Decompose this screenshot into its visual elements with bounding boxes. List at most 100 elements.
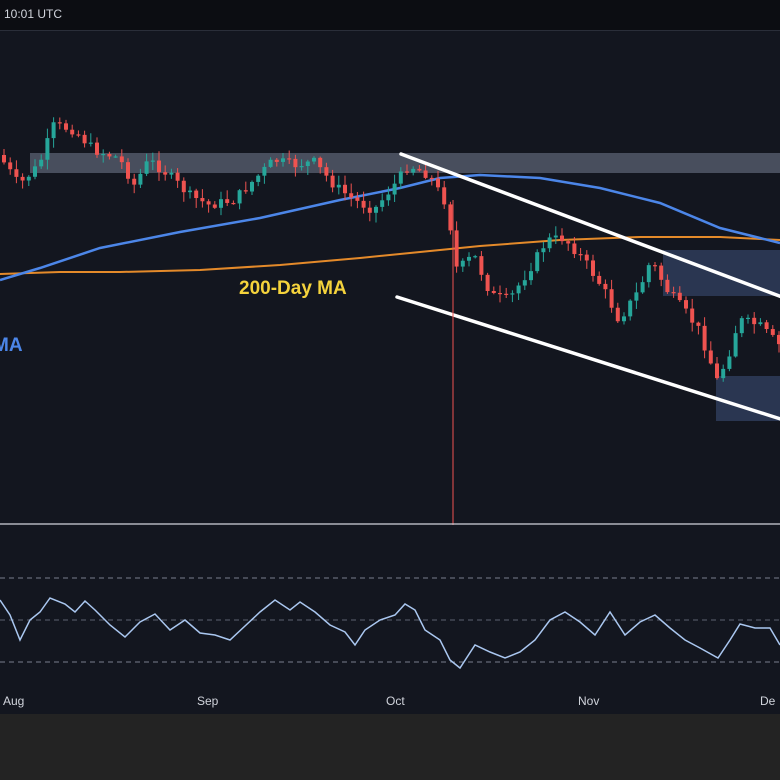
candle	[33, 159, 37, 180]
candle-body	[250, 181, 254, 192]
resistance-zone	[30, 153, 780, 173]
candle	[45, 128, 50, 170]
candle	[212, 201, 217, 210]
candle-body	[504, 293, 509, 295]
candle	[696, 321, 701, 335]
candle	[684, 296, 688, 314]
candle-body	[622, 316, 626, 322]
candle	[522, 270, 527, 290]
candle	[392, 174, 397, 203]
candle-body	[566, 241, 571, 244]
candle	[324, 162, 329, 182]
candle	[640, 276, 645, 294]
candle	[758, 318, 763, 326]
candle-body	[386, 194, 391, 201]
candle-body	[26, 176, 31, 181]
candle	[39, 154, 44, 169]
candle	[436, 170, 440, 192]
candle	[82, 130, 87, 148]
candle	[665, 274, 670, 294]
time-axis	[0, 689, 780, 714]
candle	[113, 154, 118, 158]
candle	[510, 290, 515, 303]
candle	[708, 341, 713, 365]
candle-body	[684, 300, 688, 309]
candle	[591, 254, 595, 282]
candle-body	[150, 160, 155, 162]
candle-body	[510, 293, 515, 295]
candle-body	[541, 248, 546, 253]
candle	[473, 254, 478, 259]
candle	[243, 181, 248, 194]
candle	[498, 285, 502, 303]
candle-body	[448, 204, 453, 231]
candle	[26, 175, 31, 186]
candle	[138, 168, 143, 189]
candle-body	[51, 122, 56, 139]
candle-body	[324, 167, 329, 176]
candle-body	[374, 206, 378, 213]
candle-body	[454, 230, 459, 267]
candle-body	[429, 177, 434, 180]
candle-body	[392, 183, 397, 195]
candle	[95, 137, 99, 158]
candle	[262, 163, 267, 184]
candle	[20, 173, 25, 189]
candle-body	[281, 158, 285, 162]
candle-body	[553, 235, 558, 238]
candle	[231, 200, 236, 205]
channel-upper-line	[399, 152, 780, 299]
candle-body	[764, 322, 769, 330]
candle-body	[702, 325, 707, 351]
demand-zone	[716, 376, 780, 421]
candle-body	[88, 142, 93, 144]
candle	[101, 149, 106, 163]
candle-body	[101, 153, 106, 156]
candle	[206, 199, 211, 213]
candle	[219, 191, 223, 216]
candle-body	[76, 134, 81, 136]
candle-body	[653, 265, 657, 267]
candle-body	[312, 157, 316, 162]
candle-body	[677, 292, 682, 301]
candle	[380, 193, 385, 212]
candle	[312, 156, 316, 165]
candle	[770, 325, 775, 337]
candle-body	[70, 129, 75, 135]
candle-body	[119, 156, 124, 163]
candle	[578, 248, 583, 261]
candle	[336, 175, 341, 195]
candle	[268, 157, 273, 168]
candle-body	[305, 161, 310, 167]
candle	[64, 119, 68, 133]
candle-body	[330, 175, 335, 188]
candle-body	[529, 271, 533, 281]
candle	[305, 159, 310, 175]
candle	[429, 175, 434, 186]
candle-body	[560, 235, 564, 242]
candle	[256, 174, 261, 187]
candle	[690, 298, 695, 332]
candle-body	[690, 308, 695, 323]
candle-body	[318, 157, 323, 168]
candle	[634, 282, 639, 309]
candle	[659, 262, 664, 287]
candle	[293, 154, 298, 177]
candle-body	[64, 123, 68, 130]
candle	[119, 149, 124, 169]
candle	[76, 130, 81, 138]
candle-body	[274, 159, 279, 162]
candle	[529, 262, 533, 285]
candle-body	[485, 274, 490, 292]
rsi-pane-background	[0, 530, 780, 690]
ma200-label: 200-Day MA	[239, 278, 347, 299]
candle-layer	[2, 117, 780, 382]
candle	[516, 282, 521, 301]
candle-body	[212, 204, 217, 208]
candle	[671, 286, 676, 298]
candle-body	[95, 142, 99, 155]
candle-body	[491, 291, 496, 294]
candle-body	[733, 333, 738, 357]
candle-body	[398, 171, 403, 184]
